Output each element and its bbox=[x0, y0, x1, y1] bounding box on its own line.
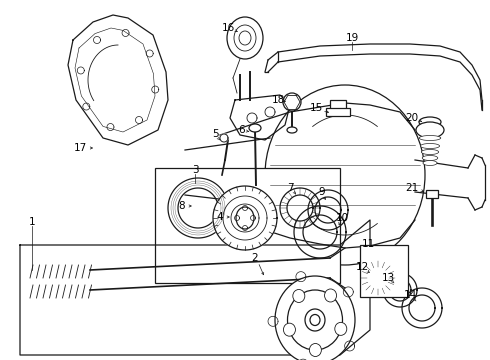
Ellipse shape bbox=[423, 161, 437, 166]
Ellipse shape bbox=[324, 289, 337, 302]
Ellipse shape bbox=[419, 135, 441, 140]
Ellipse shape bbox=[227, 17, 263, 59]
Polygon shape bbox=[220, 134, 228, 142]
Ellipse shape bbox=[283, 93, 301, 111]
Bar bbox=[326, 108, 350, 116]
Text: 14: 14 bbox=[403, 290, 416, 300]
Ellipse shape bbox=[287, 127, 297, 133]
Text: 16: 16 bbox=[221, 23, 235, 33]
Ellipse shape bbox=[275, 276, 355, 360]
Ellipse shape bbox=[265, 85, 425, 265]
Ellipse shape bbox=[420, 144, 440, 148]
Text: 10: 10 bbox=[336, 213, 348, 223]
Bar bbox=[360, 245, 408, 297]
Ellipse shape bbox=[309, 343, 321, 356]
Ellipse shape bbox=[421, 149, 439, 154]
Ellipse shape bbox=[419, 117, 441, 127]
Text: 8: 8 bbox=[179, 201, 185, 211]
Text: 1: 1 bbox=[29, 217, 35, 227]
Text: 12: 12 bbox=[355, 262, 368, 272]
Text: 4: 4 bbox=[217, 212, 223, 222]
Ellipse shape bbox=[422, 156, 438, 161]
Text: 19: 19 bbox=[345, 33, 359, 43]
Ellipse shape bbox=[283, 323, 295, 336]
Text: 18: 18 bbox=[271, 95, 285, 105]
Text: 21: 21 bbox=[405, 183, 418, 193]
Text: 13: 13 bbox=[381, 273, 394, 283]
Ellipse shape bbox=[335, 322, 347, 336]
Bar bbox=[155, 168, 340, 283]
Polygon shape bbox=[213, 186, 277, 250]
Text: 17: 17 bbox=[74, 143, 87, 153]
Ellipse shape bbox=[249, 124, 261, 132]
Text: 20: 20 bbox=[405, 113, 418, 123]
Text: 15: 15 bbox=[309, 103, 322, 113]
Bar bbox=[330, 100, 346, 110]
Bar bbox=[426, 190, 438, 198]
Ellipse shape bbox=[236, 207, 254, 229]
Text: 7: 7 bbox=[287, 183, 294, 193]
Text: 6: 6 bbox=[239, 125, 245, 135]
Text: 2: 2 bbox=[252, 253, 258, 263]
Text: 9: 9 bbox=[318, 187, 325, 197]
Text: 3: 3 bbox=[192, 165, 198, 175]
Text: 11: 11 bbox=[362, 239, 375, 249]
Text: 5: 5 bbox=[212, 129, 219, 139]
Ellipse shape bbox=[293, 289, 305, 302]
Ellipse shape bbox=[416, 122, 444, 138]
